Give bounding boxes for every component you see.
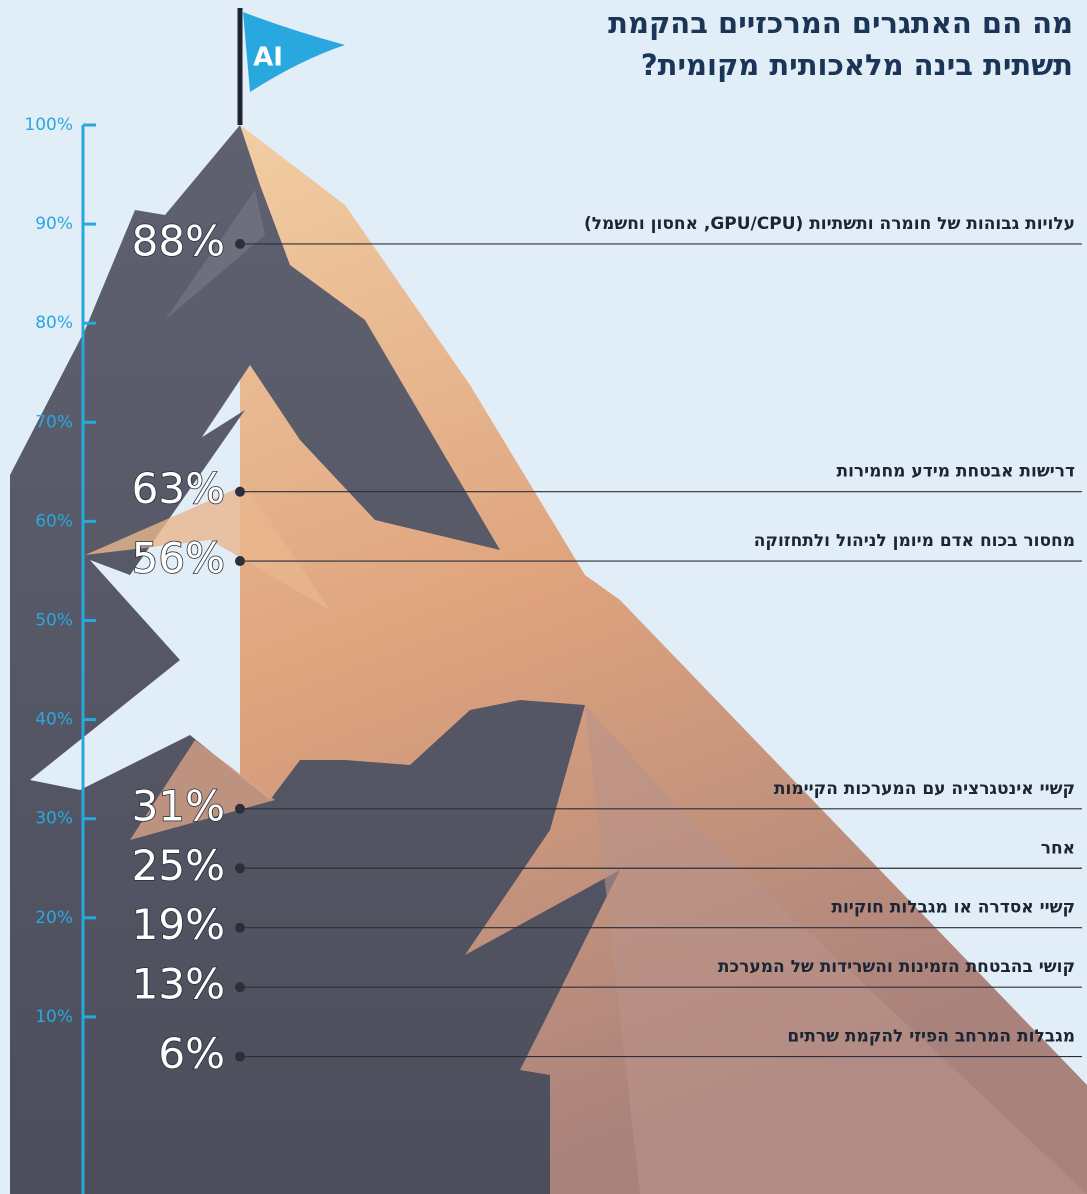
category-label: אחר: [1041, 838, 1075, 858]
dot: [235, 923, 245, 933]
dot: [235, 863, 245, 873]
dot: [235, 804, 245, 814]
value-label: 19%: [132, 900, 225, 949]
page: AI 10% 20% 30% 40% 50% 60% 70% 80% 90% 100% עלויות…: [0, 0, 1087, 1194]
y-tick-label: 20%: [35, 908, 73, 928]
chart-title: מה הם האתגרים המרכזיים בהקמת תשתית בינה …: [603, 2, 1073, 86]
category-label: עלויות גבוהות של חומרה ותשתיות (GPU/CPU,…: [584, 214, 1075, 234]
y-tick-label: 40%: [35, 710, 73, 730]
value-label: 88%: [132, 216, 225, 265]
dot: [235, 1052, 245, 1062]
value-label: 56%: [132, 534, 225, 583]
dot: [235, 239, 245, 249]
dot: [235, 487, 245, 497]
y-tick-label: 80%: [35, 313, 73, 333]
y-tick-label: 30%: [35, 809, 73, 829]
value-label: 13%: [132, 960, 225, 1009]
value-label: 6%: [158, 1029, 225, 1078]
y-tick-label: 90%: [35, 214, 73, 234]
value-label: 63%: [132, 464, 225, 513]
category-label: מגבלות המרחב הפיזי להקמת שרתים: [787, 1027, 1075, 1047]
y-tick-label: 70%: [35, 412, 73, 432]
flag-label: AI: [253, 43, 283, 73]
dot: [235, 556, 245, 566]
value-label: 25%: [132, 841, 225, 890]
y-tick-label: 60%: [35, 511, 73, 531]
y-tick-label: 10%: [35, 1007, 73, 1027]
category-label: דרישות אבטחת מידע מחמירות: [836, 462, 1075, 482]
category-label: קשיי אינטגרציה עם המערכות הקיימות: [774, 779, 1075, 799]
category-label: מחסור בכוח אדם מיומן לניהול ולתחזוקה: [754, 531, 1075, 551]
category-label: קושי בהבטחת הזמינות והשרידות של המערכת: [718, 957, 1075, 977]
dot: [235, 982, 245, 992]
y-tick-label: 100%: [24, 115, 73, 135]
y-tick-label: 50%: [35, 611, 73, 631]
mountain: AI: [10, 8, 1087, 1194]
value-label: 31%: [132, 781, 225, 830]
category-label: קשיי אסדרה או מגבלות חוקיות: [831, 898, 1075, 918]
chart: AI 10% 20% 30% 40% 50% 60% 70% 80% 90% 100% עלויות…: [0, 0, 1087, 1194]
